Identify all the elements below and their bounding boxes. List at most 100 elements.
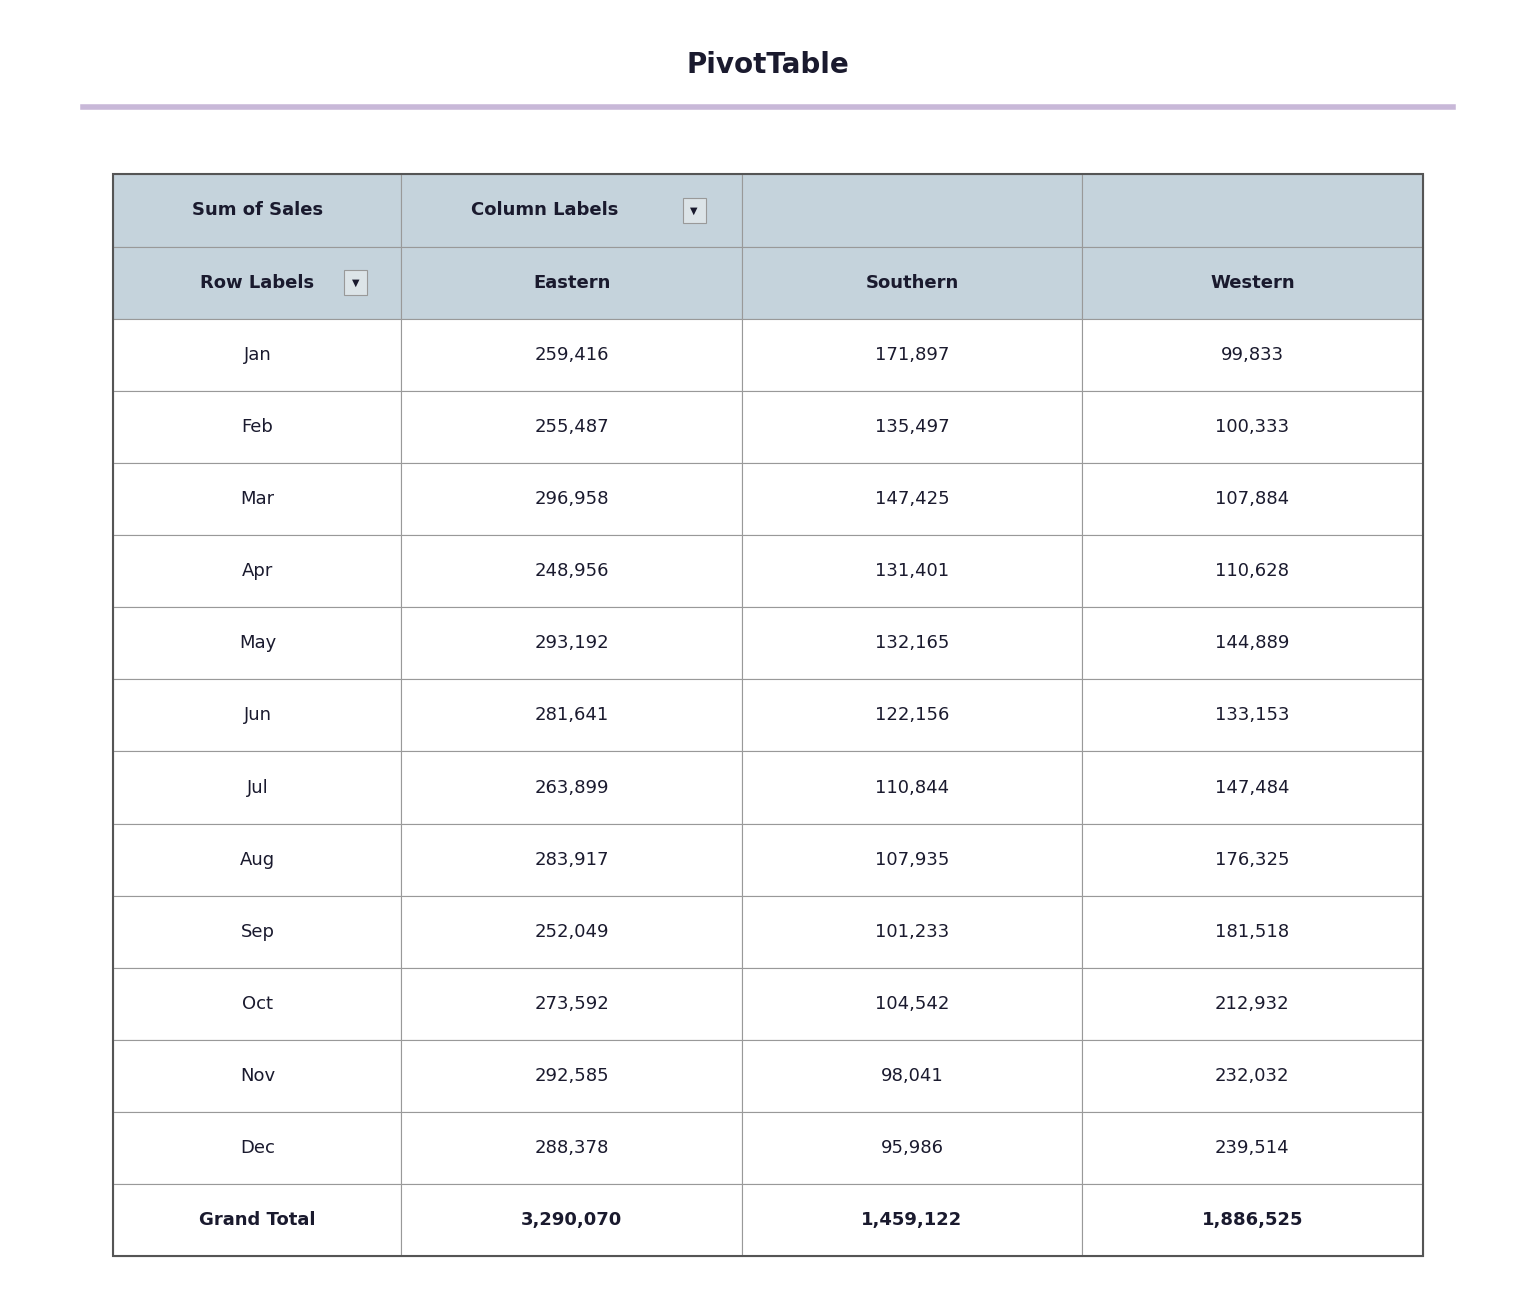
Bar	[401, 1112, 742, 1185]
Bar	[114, 607, 401, 680]
Bar	[742, 1040, 1083, 1112]
Text: ▼: ▼	[352, 277, 359, 288]
Bar	[1083, 246, 1422, 319]
Text: Oct: Oct	[243, 995, 273, 1013]
Bar	[401, 391, 742, 464]
Bar	[742, 1112, 1083, 1185]
Bar	[401, 174, 742, 246]
Bar	[742, 246, 1083, 319]
Bar	[1083, 680, 1422, 751]
Bar	[742, 607, 1083, 680]
Bar	[742, 174, 1083, 246]
Text: 293,192: 293,192	[535, 634, 608, 652]
Text: Grand Total: Grand Total	[200, 1211, 316, 1229]
Bar	[401, 824, 742, 896]
Bar	[742, 464, 1083, 535]
Bar	[1083, 1185, 1422, 1256]
Bar	[742, 967, 1083, 1040]
Text: 176,325: 176,325	[1215, 850, 1290, 868]
Text: 104,542: 104,542	[876, 995, 949, 1013]
Text: 273,592: 273,592	[535, 995, 608, 1013]
Text: 252,049: 252,049	[535, 923, 608, 941]
Bar	[1083, 607, 1422, 680]
Text: 259,416: 259,416	[535, 346, 608, 363]
Text: 100,333: 100,333	[1215, 418, 1289, 436]
Bar	[114, 967, 401, 1040]
Text: 288,378: 288,378	[535, 1139, 608, 1157]
Text: 107,935: 107,935	[876, 850, 949, 868]
Text: Western: Western	[1210, 273, 1295, 292]
Text: 95,986: 95,986	[880, 1139, 943, 1157]
Text: 281,641: 281,641	[535, 707, 608, 724]
Text: 99,833: 99,833	[1221, 346, 1284, 363]
Text: Column Labels: Column Labels	[470, 202, 617, 220]
Text: Nov: Nov	[240, 1068, 275, 1085]
Text: Apr: Apr	[241, 562, 273, 581]
Bar	[1083, 464, 1422, 535]
Text: 122,156: 122,156	[876, 707, 949, 724]
Bar	[401, 1040, 742, 1112]
Bar	[742, 1185, 1083, 1256]
Bar	[114, 174, 1422, 1256]
Bar	[742, 391, 1083, 464]
Bar	[1083, 319, 1422, 391]
Text: 181,518: 181,518	[1215, 923, 1289, 941]
Text: 147,425: 147,425	[874, 490, 949, 508]
Text: ▼: ▼	[690, 206, 697, 215]
Bar	[1083, 967, 1422, 1040]
Text: 1,886,525: 1,886,525	[1201, 1211, 1303, 1229]
Text: 131,401: 131,401	[876, 562, 949, 581]
Text: 171,897: 171,897	[876, 346, 949, 363]
Text: Mar: Mar	[241, 490, 275, 508]
Text: PivotTable: PivotTable	[687, 51, 849, 79]
Bar	[1083, 1040, 1422, 1112]
Bar	[114, 319, 401, 391]
Bar	[401, 896, 742, 967]
Bar	[742, 824, 1083, 896]
Text: May: May	[240, 634, 276, 652]
Text: Southern: Southern	[865, 273, 958, 292]
Text: Dec: Dec	[240, 1139, 275, 1157]
Text: 239,514: 239,514	[1215, 1139, 1290, 1157]
Text: 110,628: 110,628	[1215, 562, 1289, 581]
Text: 292,585: 292,585	[535, 1068, 608, 1085]
Text: 255,487: 255,487	[535, 418, 608, 436]
Bar	[742, 535, 1083, 607]
Text: Aug: Aug	[240, 850, 275, 868]
Text: Row Labels: Row Labels	[200, 273, 315, 292]
Bar	[114, 391, 401, 464]
Bar	[401, 464, 742, 535]
Text: 283,917: 283,917	[535, 850, 608, 868]
Text: 110,844: 110,844	[876, 779, 949, 797]
Bar	[1083, 1112, 1422, 1185]
Text: 263,899: 263,899	[535, 779, 608, 797]
Bar	[114, 246, 401, 319]
Text: Jul: Jul	[247, 779, 269, 797]
Bar	[742, 319, 1083, 391]
Bar	[401, 967, 742, 1040]
Text: 147,484: 147,484	[1215, 779, 1290, 797]
Bar	[401, 246, 742, 319]
Bar	[114, 680, 401, 751]
Text: 248,956: 248,956	[535, 562, 608, 581]
Bar	[401, 1185, 742, 1256]
Text: 212,932: 212,932	[1215, 995, 1290, 1013]
Bar	[114, 824, 401, 896]
Text: 132,165: 132,165	[876, 634, 949, 652]
Bar	[742, 896, 1083, 967]
Text: 107,884: 107,884	[1215, 490, 1289, 508]
Bar	[742, 751, 1083, 824]
Text: 133,153: 133,153	[1215, 707, 1290, 724]
Text: Eastern: Eastern	[533, 273, 610, 292]
Bar	[742, 680, 1083, 751]
Text: 98,041: 98,041	[880, 1068, 943, 1085]
Bar	[1083, 391, 1422, 464]
Text: Sep: Sep	[241, 923, 275, 941]
Bar	[114, 535, 401, 607]
Bar	[1083, 535, 1422, 607]
Text: Sum of Sales: Sum of Sales	[192, 202, 323, 220]
Bar	[114, 1040, 401, 1112]
Bar	[1083, 896, 1422, 967]
Text: 144,889: 144,889	[1215, 634, 1290, 652]
Bar	[401, 680, 742, 751]
